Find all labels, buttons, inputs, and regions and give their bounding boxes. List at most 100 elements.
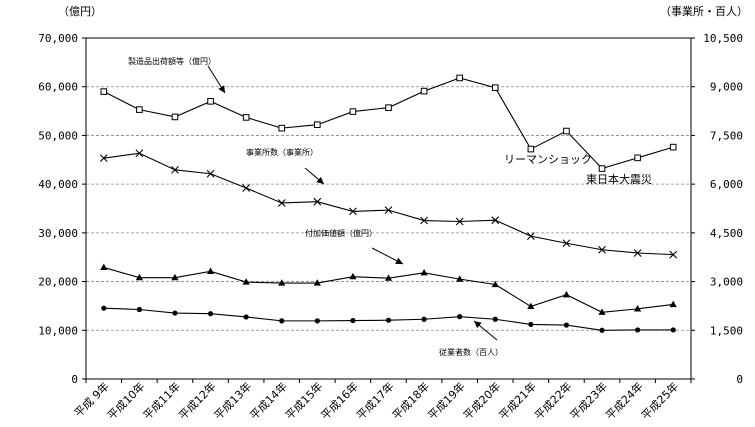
- arrow-head: [218, 85, 225, 93]
- data-point: [456, 74, 463, 82]
- data-point: [279, 318, 285, 324]
- data-point: [420, 216, 428, 225]
- data-point: [420, 269, 428, 276]
- data-point: [420, 87, 428, 95]
- data-point: [563, 322, 570, 328]
- series-4: [101, 305, 676, 333]
- data-point: [598, 165, 606, 172]
- data-point: [669, 300, 677, 308]
- data-point: [385, 317, 392, 323]
- x-tick-label: 平成24年: [603, 379, 646, 422]
- data-point: [313, 197, 322, 206]
- data-point: [206, 169, 215, 178]
- series-layer: [99, 74, 678, 333]
- left-tick-label: 20,000: [38, 276, 78, 289]
- data-point: [242, 184, 251, 192]
- right-axis-unit: （事業所・百人）: [660, 5, 748, 18]
- series-label-text: 従業者数（百人）: [439, 347, 503, 357]
- right-tick-label: 7,500: [710, 129, 743, 142]
- data-point: [562, 290, 571, 298]
- data-point: [526, 232, 535, 240]
- x-tick-label: 平成17年: [353, 379, 396, 422]
- x-tick-label: 平成16年: [318, 379, 361, 422]
- data-point: [206, 267, 215, 274]
- left-axis-unit: （億円）: [58, 5, 102, 18]
- data-point: [670, 327, 676, 333]
- series-label-2: 事業所数（事業所）: [246, 147, 325, 185]
- arrow-head: [474, 321, 482, 329]
- data-point: [135, 149, 144, 158]
- x-tick-label: 平成10年: [104, 379, 147, 422]
- data-point: [207, 311, 214, 317]
- data-point: [350, 317, 356, 324]
- data-point: [314, 121, 321, 129]
- left-tick-label: 30,000: [38, 227, 78, 240]
- event-annotation: 東日本大震災: [586, 172, 652, 186]
- data-point: [635, 327, 641, 333]
- x-tick-label: 平成18年: [389, 379, 432, 422]
- data-point: [171, 113, 179, 121]
- data-point: [633, 249, 642, 257]
- data-point: [172, 310, 178, 316]
- x-tick-label: 平成13年: [211, 379, 254, 422]
- data-point: [634, 305, 642, 312]
- data-point: [243, 314, 249, 320]
- data-point: [563, 127, 570, 135]
- x-tick-label: 平成22年: [531, 379, 574, 422]
- series-label-3: 付加価値額（億円）: [305, 228, 404, 265]
- right-tick-label: 1,500: [710, 324, 743, 337]
- left-tick-label: 40,000: [38, 178, 78, 191]
- x-tick-label: 平成25年: [638, 379, 681, 422]
- data-point: [457, 314, 463, 320]
- grid-lines: [86, 86, 691, 331]
- plot-frame: [85, 37, 692, 380]
- left-tick-label: 50,000: [38, 129, 78, 142]
- data-point: [455, 217, 464, 226]
- data-point: [313, 279, 321, 286]
- data-point: [562, 239, 571, 248]
- series-label-text: 製造品出荷額等（億円）: [128, 56, 216, 66]
- data-point: [242, 278, 250, 285]
- data-point: [171, 165, 179, 174]
- data-point: [207, 98, 214, 105]
- right-tick-label: 4,500: [710, 227, 743, 240]
- data-point: [99, 154, 108, 163]
- x-tick-label: 平成15年: [282, 379, 325, 422]
- arrow-head: [395, 257, 403, 264]
- data-point: [421, 316, 427, 322]
- data-point: [384, 206, 393, 215]
- series-label-4: 従業者数（百人）: [439, 320, 503, 357]
- x-tick-label: 平成11年: [140, 379, 183, 422]
- data-point: [136, 306, 142, 313]
- data-point: [527, 302, 535, 310]
- x-tick-label: 平成21年: [496, 379, 539, 422]
- arrow-head: [316, 176, 324, 184]
- data-point: [456, 275, 464, 282]
- data-point: [491, 216, 500, 225]
- right-tick-label: 9,000: [710, 81, 743, 94]
- data-point: [101, 305, 107, 311]
- event-annotation: リーマンショック: [504, 153, 592, 166]
- data-point: [277, 199, 286, 207]
- series-3: [100, 263, 677, 315]
- data-point: [528, 321, 534, 328]
- series-label-text: 事業所数（事業所）: [246, 147, 318, 157]
- series-line: [103, 152, 674, 256]
- data-point: [100, 263, 108, 271]
- data-point: [491, 84, 499, 91]
- series-label-text: 付加価値額（億円）: [305, 228, 377, 238]
- data-point: [669, 143, 677, 151]
- data-point: [135, 273, 143, 281]
- data-point: [527, 145, 535, 153]
- data-point: [314, 318, 320, 324]
- right-tick-label: 0: [736, 373, 743, 386]
- series-label-1: 製造品出荷額等（億円）: [128, 56, 226, 94]
- data-point: [349, 108, 357, 115]
- data-point: [136, 106, 143, 113]
- data-point: [385, 104, 392, 111]
- x-tick-label: 平成23年: [567, 379, 610, 422]
- data-point: [349, 272, 357, 280]
- data-point: [634, 154, 641, 162]
- data-point: [100, 88, 108, 95]
